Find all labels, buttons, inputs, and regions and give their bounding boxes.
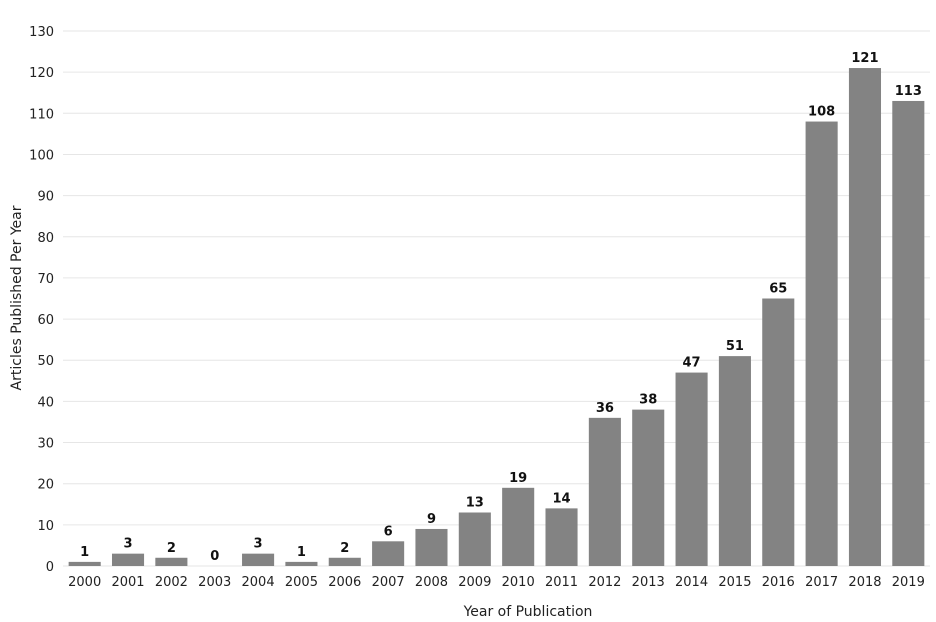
y-tick-label: 100 [29,148,54,163]
x-tick-label-2009: 2009 [458,575,491,590]
data-label-2008: 9 [427,512,436,527]
x-tick-label-2008: 2008 [415,575,448,590]
y-tick-label: 90 [37,190,54,205]
y-tick-label: 110 [29,107,54,122]
gridlines [63,30,930,567]
y-tick-label: 50 [37,354,54,369]
bar-2010 [502,487,535,566]
data-label-2010: 19 [509,471,527,486]
x-tick-label-2007: 2007 [372,575,405,590]
x-axis-title: Year of Publication [463,604,593,620]
y-axis-title: Articles Published Per Year [9,205,25,390]
x-tick-label-2003: 2003 [198,575,231,590]
x-tick-label-2006: 2006 [328,575,361,590]
x-tick-label-2004: 2004 [242,575,275,590]
x-tick-label-2013: 2013 [632,575,665,590]
x-tick-label-2001: 2001 [111,575,144,590]
bar-2000 [68,561,101,566]
x-axis-ticks: 2000 2001 2002 2003 2004 2005 2006 2007 2008 2009… [68,575,925,590]
x-tick-label-2014: 2014 [675,575,708,590]
bar-2017 [805,121,838,567]
y-tick-label: 40 [37,395,54,410]
data-label-2018: 121 [851,51,878,66]
bar-2002 [155,557,188,566]
bar-2012 [588,417,621,566]
data-label-2011: 14 [552,491,570,506]
data-label-2002: 2 [167,541,176,556]
data-label-2004: 3 [254,537,263,552]
x-tick-label-2015: 2015 [718,575,751,590]
x-tick-label-2018: 2018 [848,575,881,590]
bar-2001 [111,553,145,566]
data-label-2005: 1 [297,545,306,560]
y-tick-label: 130 [29,25,54,40]
y-tick-label: 120 [29,66,54,81]
data-label-2012: 36 [596,401,614,416]
bar-2004 [242,553,275,566]
x-tick-label-2017: 2017 [805,575,838,590]
x-tick-label-2019: 2019 [892,575,925,590]
data-label-2016: 65 [769,282,787,297]
bar-2016 [762,298,795,566]
x-tick-label-2011: 2011 [545,575,578,590]
y-tick-label: 20 [37,478,54,493]
x-tick-label-2016: 2016 [762,575,795,590]
data-label-2003: 0 [210,549,219,564]
x-tick-label-2005: 2005 [285,575,318,590]
data-label-2006: 2 [340,541,349,556]
bar-2007 [372,541,405,566]
data-label-2015: 51 [726,339,744,354]
bars [68,68,925,567]
bar-2011 [545,508,578,566]
bar-2005 [285,561,318,566]
x-tick-label-2000: 2000 [68,575,101,590]
y-axis-ticks: 0 10 20 30 40 50 60 70 80 90 100 110 120 130 [29,25,54,575]
bar-2018 [848,68,882,567]
bar-2009 [458,512,491,566]
y-tick-label: 10 [37,519,54,534]
bar-2015 [718,356,751,566]
y-tick-label: 70 [37,272,54,287]
data-label-2014: 47 [683,356,701,371]
data-label-2013: 38 [639,393,657,408]
y-tick-label: 80 [37,231,54,246]
y-tick-label: 60 [37,313,54,328]
bar-2013 [632,409,665,566]
bar-2014 [675,372,708,566]
data-label-2000: 1 [80,545,89,560]
data-label-2019: 113 [895,84,922,99]
bar-2019 [892,100,925,566]
data-label-2009: 13 [466,496,484,511]
data-label-2017: 108 [808,105,835,120]
bar-2006 [328,557,361,566]
x-tick-label-2012: 2012 [588,575,621,590]
bar-2008 [415,528,448,566]
data-label-2001: 3 [124,537,133,552]
y-tick-label: 30 [37,437,54,452]
data-label-2007: 6 [384,524,393,539]
x-tick-label-2002: 2002 [155,575,188,590]
x-tick-label-2010: 2010 [502,575,535,590]
y-tick-label: 0 [46,560,54,575]
